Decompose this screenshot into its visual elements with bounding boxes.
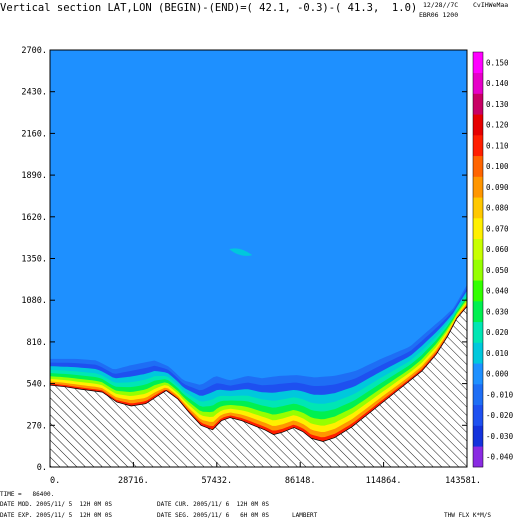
colorbar-label: -0.010 <box>486 390 514 399</box>
colorbar-swatch <box>473 425 483 447</box>
colorbar-label: 0.110 <box>486 141 509 150</box>
colorbar-swatch <box>473 384 483 406</box>
colorbar-swatch <box>473 363 483 385</box>
y-tick-label: 810. <box>27 338 47 348</box>
date-cur: DATE CUR. 2005/11/ 6 12H 0M 0S <box>157 501 269 508</box>
colorbar-label: 0.150 <box>486 58 509 67</box>
colorbar-label: 0.010 <box>486 349 509 358</box>
colorbar-label: 0.050 <box>486 266 509 275</box>
y-tick-label: 2430. <box>21 88 47 98</box>
colorbar-swatch <box>473 176 483 198</box>
y-tick-label: 2160. <box>21 129 47 139</box>
run-id: EBR06 1200 <box>419 11 459 19</box>
terrain-hatch <box>50 305 467 467</box>
colorbar-label: 0.100 <box>486 162 509 171</box>
colorbar-label: 0.000 <box>486 370 509 379</box>
colorbar-swatch <box>473 155 483 177</box>
colorbar-swatch <box>473 321 483 343</box>
colorbar-label: -0.030 <box>486 432 514 441</box>
colorbar-label: -0.040 <box>486 453 514 462</box>
colorbar-label: 0.060 <box>486 245 509 254</box>
colorbar-swatch <box>473 301 483 323</box>
y-tick-label: 1890. <box>21 171 47 181</box>
colorbar-swatch <box>473 259 483 281</box>
colorbar-label: 0.020 <box>486 328 509 337</box>
date-exp: DATE EXP. 2005/11/ 5 12H 0M 0S <box>0 512 112 519</box>
y-tick-label: 1620. <box>21 213 47 223</box>
x-tick-label: 57432. <box>201 476 232 486</box>
colorbar-swatch <box>473 342 483 364</box>
colorbar-swatch <box>473 93 483 115</box>
colorbar-swatch <box>473 135 483 157</box>
anomaly-blob <box>229 248 253 256</box>
y-tick-label: 1080. <box>21 296 47 306</box>
x-tick-label: 0. <box>50 476 60 486</box>
projection: LAMBERT <box>292 512 318 519</box>
colorbar-label: 0.030 <box>486 307 509 316</box>
author-label: CvIHWeMaa <box>473 1 509 9</box>
y-tick-label: 0. <box>37 463 47 473</box>
colorbar-label: -0.020 <box>486 411 514 420</box>
x-tick-label: 114864. <box>366 476 402 486</box>
date-seg: DATE SEG. 2005/11/ 6 6H 0M 0S <box>157 512 269 519</box>
colorbar-swatch <box>473 404 483 426</box>
x-tick-label: 143581. <box>445 476 481 486</box>
colorbar-label: 0.090 <box>486 183 509 192</box>
y-tick-label: 2700. <box>21 46 47 56</box>
colorbar-swatch <box>473 72 483 94</box>
colorbar-swatch <box>473 114 483 136</box>
colorbar-label: 0.130 <box>486 100 509 109</box>
colorbar-frame <box>472 51 484 468</box>
colorbar-label: 0.120 <box>486 121 509 130</box>
date-code: 12/28//7C <box>423 1 459 9</box>
date-mod: DATE MOD. 2005/11/ 5 12H 0M 0S <box>0 501 112 508</box>
colorbar-label: 0.140 <box>486 79 509 88</box>
colorbar-swatch <box>473 218 483 240</box>
colorbar-swatch <box>473 238 483 260</box>
field-label: THW FLX K*M/S <box>444 512 491 519</box>
colorbar-label: 0.080 <box>486 204 509 213</box>
colorbar-swatch <box>473 280 483 302</box>
colorbar-swatch <box>473 52 483 74</box>
colorbar-label: 0.070 <box>486 224 509 233</box>
y-tick-label: 1350. <box>21 255 47 265</box>
colorbar-label: 0.040 <box>486 287 509 296</box>
y-tick-label: 270. <box>27 421 47 431</box>
colorbar-swatch <box>473 197 483 219</box>
y-tick-label: 540. <box>27 380 47 390</box>
x-tick-label: 86148. <box>285 476 316 486</box>
time-line: TIME = 86400. <box>0 491 55 498</box>
colorbar-swatch <box>473 446 483 468</box>
x-tick-label: 28716. <box>118 476 149 486</box>
chart-title: Vertical section LAT,LON (BEGIN)-(END)=(… <box>0 2 418 14</box>
